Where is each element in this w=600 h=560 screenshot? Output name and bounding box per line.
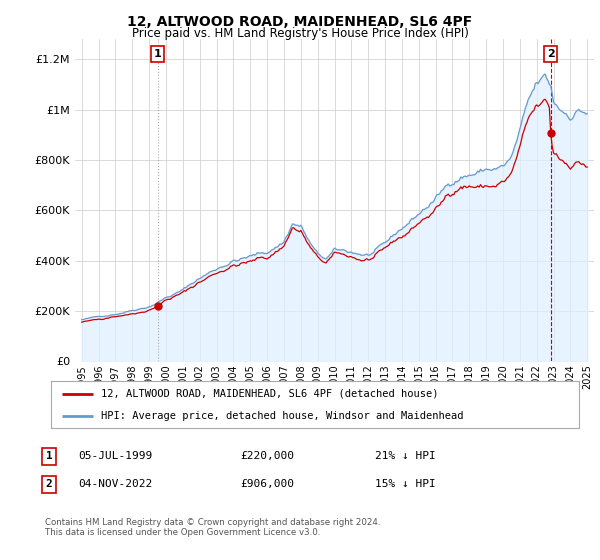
Text: 2: 2 [547, 49, 554, 59]
Text: 12, ALTWOOD ROAD, MAIDENHEAD, SL6 4PF: 12, ALTWOOD ROAD, MAIDENHEAD, SL6 4PF [127, 15, 473, 29]
Text: Contains HM Land Registry data © Crown copyright and database right 2024.
This d: Contains HM Land Registry data © Crown c… [45, 518, 380, 538]
Text: £220,000: £220,000 [240, 451, 294, 461]
Text: HPI: Average price, detached house, Windsor and Maidenhead: HPI: Average price, detached house, Wind… [101, 410, 464, 421]
Text: 12, ALTWOOD ROAD, MAIDENHEAD, SL6 4PF (detached house): 12, ALTWOOD ROAD, MAIDENHEAD, SL6 4PF (d… [101, 389, 439, 399]
Text: 15% ↓ HPI: 15% ↓ HPI [375, 479, 436, 489]
Text: 1: 1 [154, 49, 161, 59]
Text: 2: 2 [46, 479, 53, 489]
Text: Price paid vs. HM Land Registry's House Price Index (HPI): Price paid vs. HM Land Registry's House … [131, 27, 469, 40]
Text: 1: 1 [46, 451, 53, 461]
Text: 21% ↓ HPI: 21% ↓ HPI [375, 451, 436, 461]
Text: 04-NOV-2022: 04-NOV-2022 [78, 479, 152, 489]
Text: £906,000: £906,000 [240, 479, 294, 489]
Text: 05-JUL-1999: 05-JUL-1999 [78, 451, 152, 461]
